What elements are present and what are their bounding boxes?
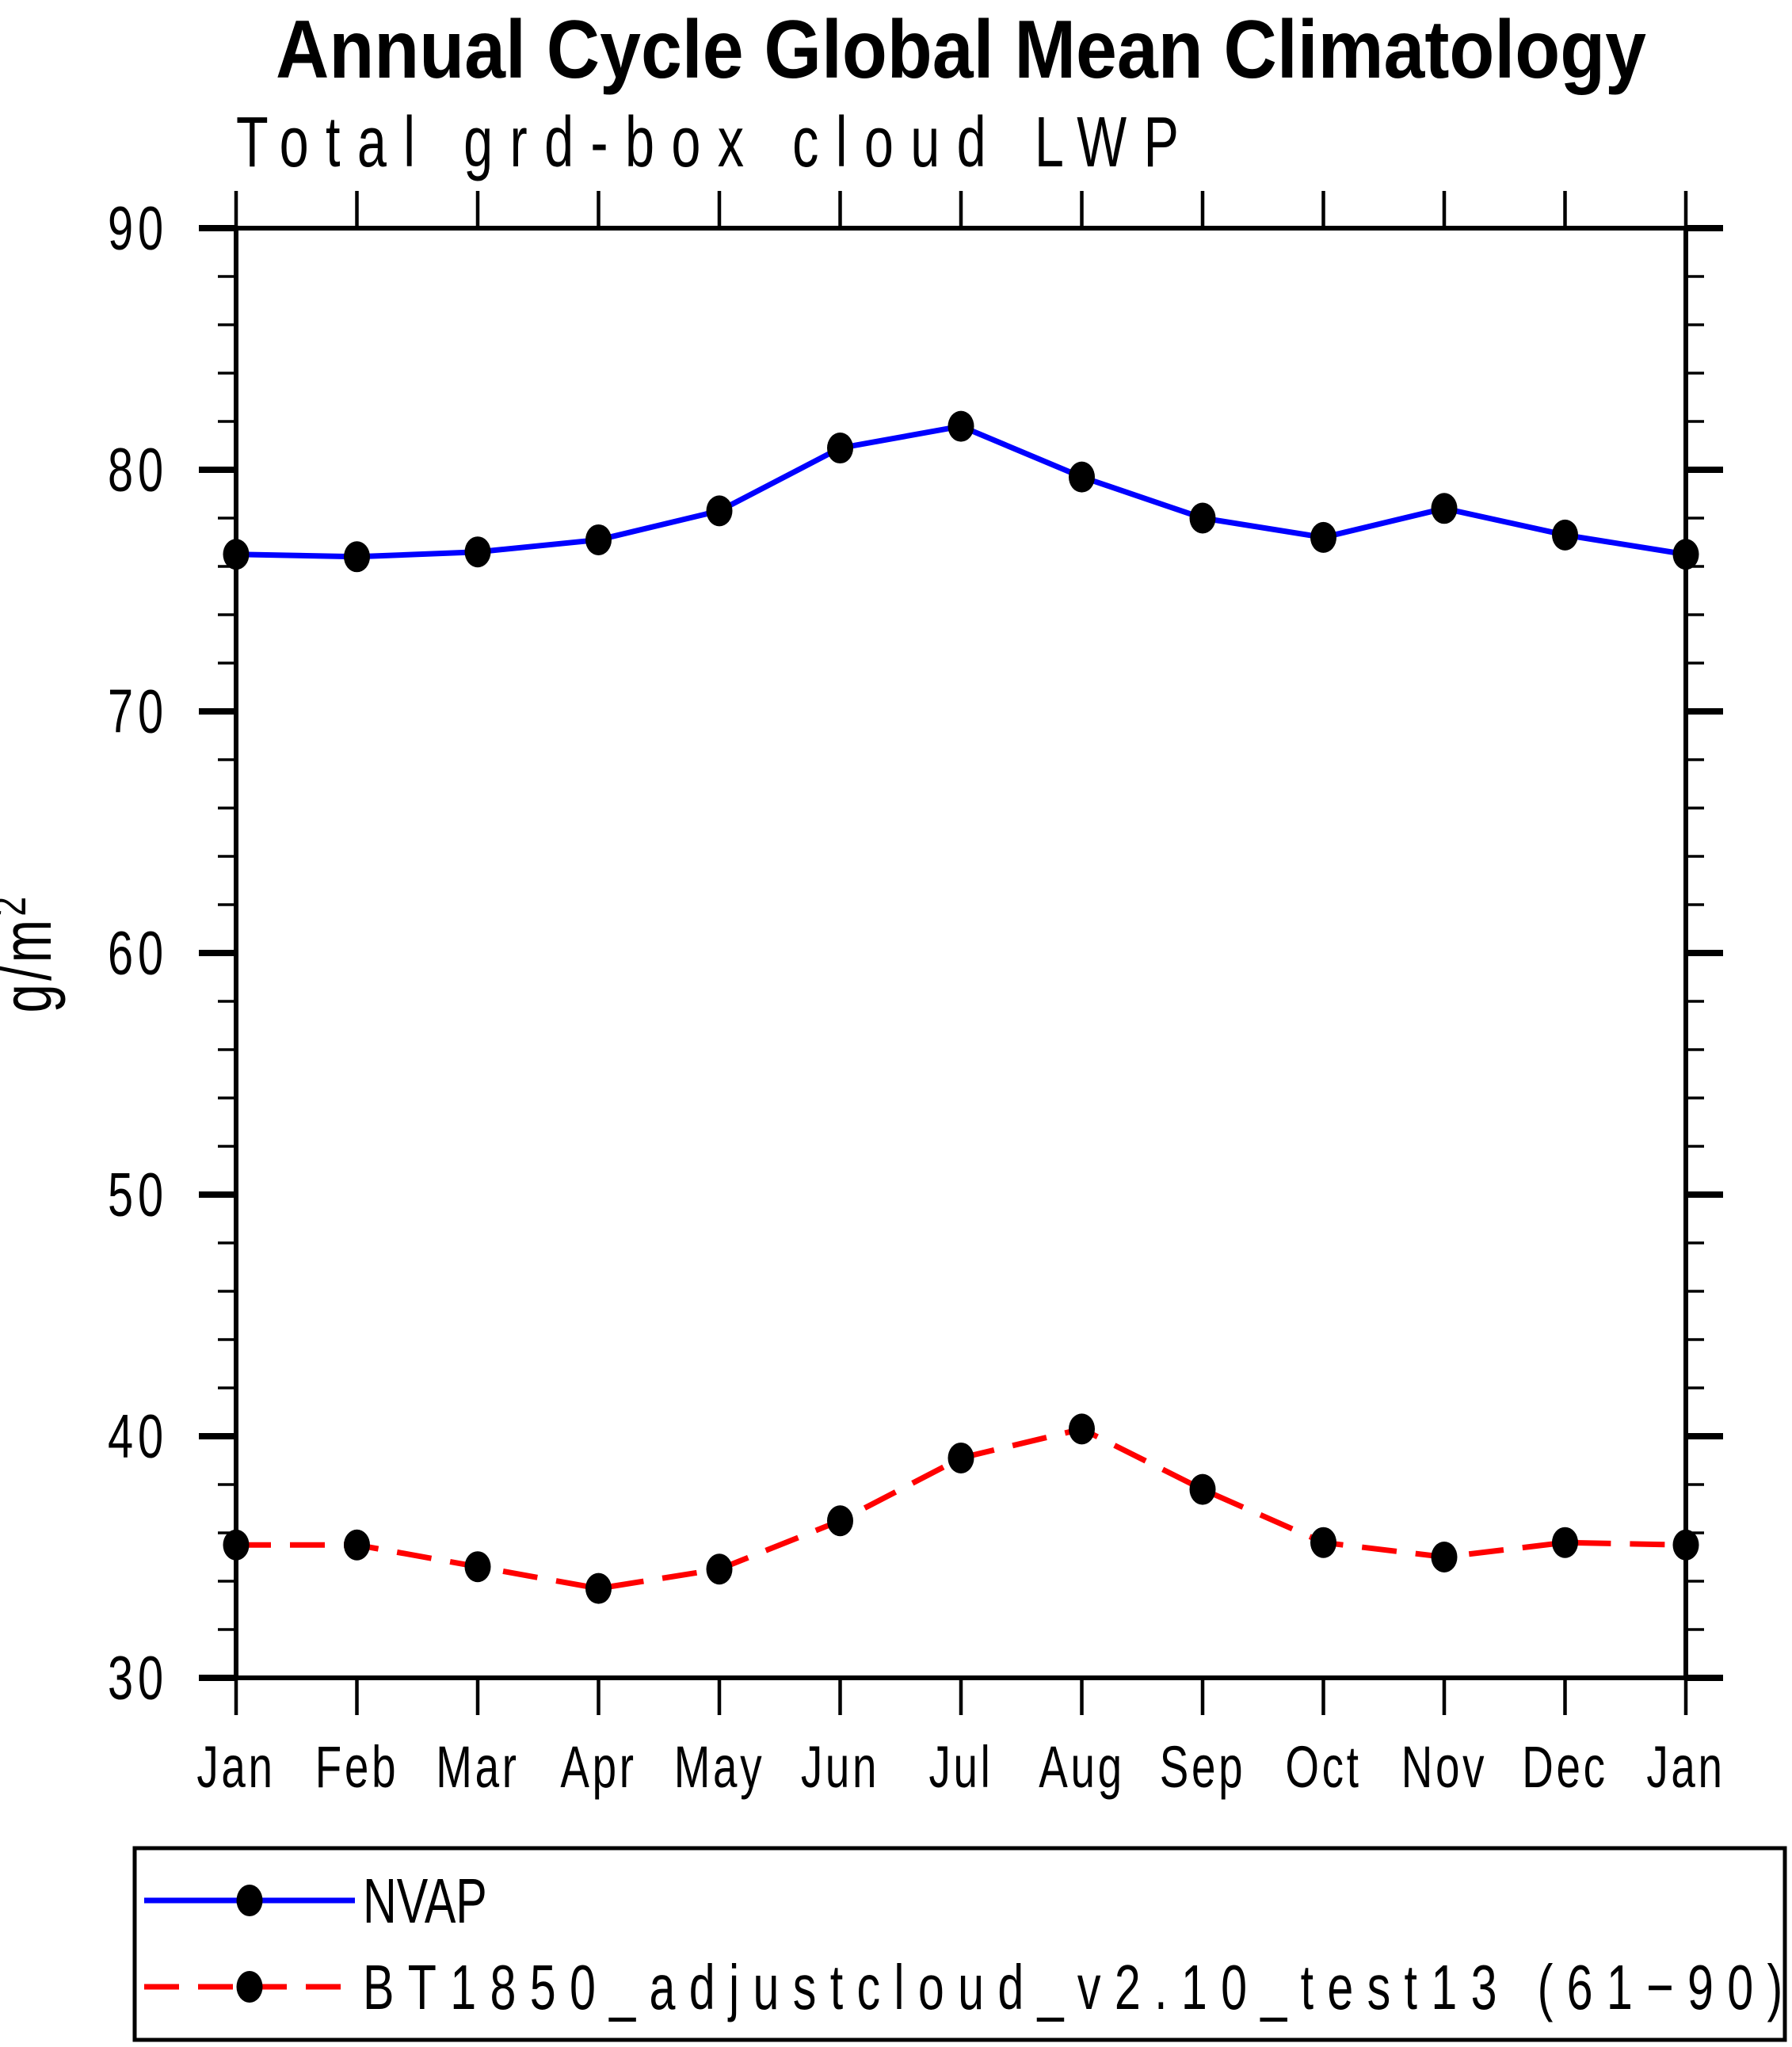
series-marker xyxy=(1069,461,1095,493)
x-tick-label: May xyxy=(674,1734,765,1800)
y-tick-label: 80 xyxy=(108,435,168,505)
series-marker xyxy=(947,1442,974,1473)
series-marker xyxy=(585,524,612,555)
series-marker xyxy=(827,1505,853,1537)
series-marker xyxy=(1431,1542,1458,1572)
legend-label: BT1850_adjustcloud_v2.10_test13 (61−90) xyxy=(363,1951,1782,2022)
series-marker xyxy=(585,1572,612,1604)
series-marker xyxy=(464,536,491,568)
chart-subtitle: Total grd-box cloud LWP xyxy=(236,101,1179,181)
y-tick-label: 40 xyxy=(108,1401,168,1471)
series-marker xyxy=(223,539,250,570)
y-tick-label: 50 xyxy=(108,1160,168,1229)
legend-box xyxy=(132,1846,1787,2042)
series-marker xyxy=(1552,1527,1578,1558)
series-marker xyxy=(1069,1413,1095,1445)
y-axis-title-base: g/m xyxy=(0,917,66,1013)
y-tick-label: 30 xyxy=(108,1643,168,1713)
series-marker xyxy=(1672,1529,1699,1561)
legend-marker xyxy=(236,1885,263,1916)
series-marker xyxy=(223,1529,250,1561)
x-tick-label: Jun xyxy=(801,1734,879,1800)
x-tick-label: Aug xyxy=(1039,1734,1125,1800)
series-marker xyxy=(947,410,974,442)
x-tick-label: Feb xyxy=(315,1734,398,1800)
series-marker xyxy=(1672,539,1699,570)
series-marker xyxy=(1189,1473,1216,1505)
x-tick-label: Sep xyxy=(1160,1734,1246,1800)
x-tick-label: Oct xyxy=(1285,1734,1361,1800)
legend-marker xyxy=(236,1971,263,2003)
y-axis-title-superscript: 2 xyxy=(0,894,36,917)
legend-label: NVAP xyxy=(363,1865,487,1936)
series-marker xyxy=(464,1551,491,1583)
x-tick-label: Dec xyxy=(1522,1734,1607,1800)
y-axis-title: g/m2 xyxy=(0,894,66,1013)
series-marker xyxy=(1310,521,1336,553)
series-marker xyxy=(344,541,370,573)
series-marker xyxy=(344,1529,370,1561)
y-tick-label: 70 xyxy=(108,677,168,746)
series-marker xyxy=(1552,519,1578,551)
series-marker xyxy=(706,495,733,527)
x-tick-label: Mar xyxy=(436,1734,519,1800)
series-line-nvap xyxy=(235,423,1687,560)
x-tick-label: Jul xyxy=(928,1734,993,1800)
series-marker xyxy=(1189,502,1216,534)
x-tick-label: Jan xyxy=(1646,1734,1725,1800)
x-tick-label: Apr xyxy=(560,1734,636,1800)
y-tick-label: 90 xyxy=(108,193,168,263)
series-marker xyxy=(706,1553,733,1585)
x-tick-label: Jan xyxy=(196,1734,275,1800)
series-marker xyxy=(1431,493,1458,524)
series-marker xyxy=(827,433,853,464)
y-tick-label: 60 xyxy=(108,918,168,988)
chart-title: Annual Cycle Global Mean Climatology xyxy=(276,4,1646,96)
x-tick-label: Nov xyxy=(1401,1734,1487,1800)
series-marker xyxy=(1310,1527,1336,1558)
